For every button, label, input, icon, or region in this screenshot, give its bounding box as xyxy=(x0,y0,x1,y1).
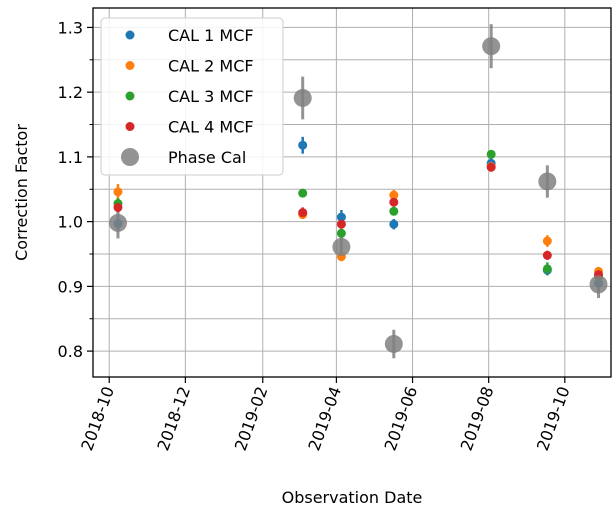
data-point xyxy=(298,188,308,198)
data-point xyxy=(542,236,552,246)
y-tick-label: 0.9 xyxy=(58,277,83,296)
data-point xyxy=(538,172,557,191)
y-axis-label: Correction Factor xyxy=(12,124,31,261)
y-axis-ticks: 0.8 0.9 1.0 1.1 1.2 1.3 xyxy=(58,18,93,361)
x-tick-label: 2019-06 xyxy=(381,384,422,453)
plot-frame xyxy=(92,7,612,378)
data-point xyxy=(332,237,351,256)
data-points xyxy=(108,37,608,353)
x-axis-label: Observation Date xyxy=(282,488,423,507)
x-tick-label: 2019-10 xyxy=(533,384,574,453)
data-point xyxy=(482,37,501,56)
legend: CAL 1 MCF CAL 2 MCF CAL 3 MCF CAL 4 MCF Phas… xyxy=(100,17,284,176)
x-tick-label: 2018-10 xyxy=(77,384,118,453)
data-point xyxy=(389,206,399,216)
y-tick-label: 1.0 xyxy=(58,213,83,232)
legend-label: CAL 2 MCF xyxy=(168,57,254,76)
data-point xyxy=(389,197,399,207)
y-tick-label: 0.8 xyxy=(58,342,83,361)
data-point xyxy=(336,212,346,222)
legend-marker xyxy=(125,122,135,131)
legend-box xyxy=(100,17,284,176)
x-tick-label: 2018-12 xyxy=(153,384,194,453)
data-point xyxy=(293,88,312,107)
legend-label: CAL 4 MCF xyxy=(168,118,254,137)
legend-marker xyxy=(125,30,135,40)
data-point xyxy=(336,219,346,229)
data-point xyxy=(389,219,399,229)
legend-label: CAL 1 MCF xyxy=(168,26,254,45)
x-tick-label: 2019-04 xyxy=(304,384,345,453)
x-axis-ticks: 2018-10 2018-12 2019-02 2019-04 2019-06 2019-… xyxy=(77,377,574,453)
legend-label: Phase Cal xyxy=(168,148,246,167)
legend-marker xyxy=(121,148,139,166)
legend-marker xyxy=(125,61,135,70)
data-point xyxy=(542,250,552,260)
x-tick-label: 2019-02 xyxy=(231,384,272,453)
legend-marker xyxy=(125,91,135,101)
data-point xyxy=(589,275,608,294)
data-point xyxy=(486,149,496,159)
data-point xyxy=(113,187,123,197)
data-point xyxy=(298,140,308,150)
data-point xyxy=(298,208,308,218)
data-point xyxy=(486,162,496,172)
legend-label: CAL 3 MCF xyxy=(168,87,254,106)
y-tick-label: 1.2 xyxy=(58,83,83,102)
x-tick-label: 2019-08 xyxy=(457,384,498,453)
y-tick-label: 1.1 xyxy=(58,148,83,167)
data-point xyxy=(384,334,403,353)
data-point xyxy=(336,228,346,238)
data-point xyxy=(108,213,127,232)
data-point xyxy=(389,190,399,200)
y-tick-label: 1.3 xyxy=(58,18,83,37)
data-point xyxy=(113,202,123,212)
data-point xyxy=(542,264,552,274)
